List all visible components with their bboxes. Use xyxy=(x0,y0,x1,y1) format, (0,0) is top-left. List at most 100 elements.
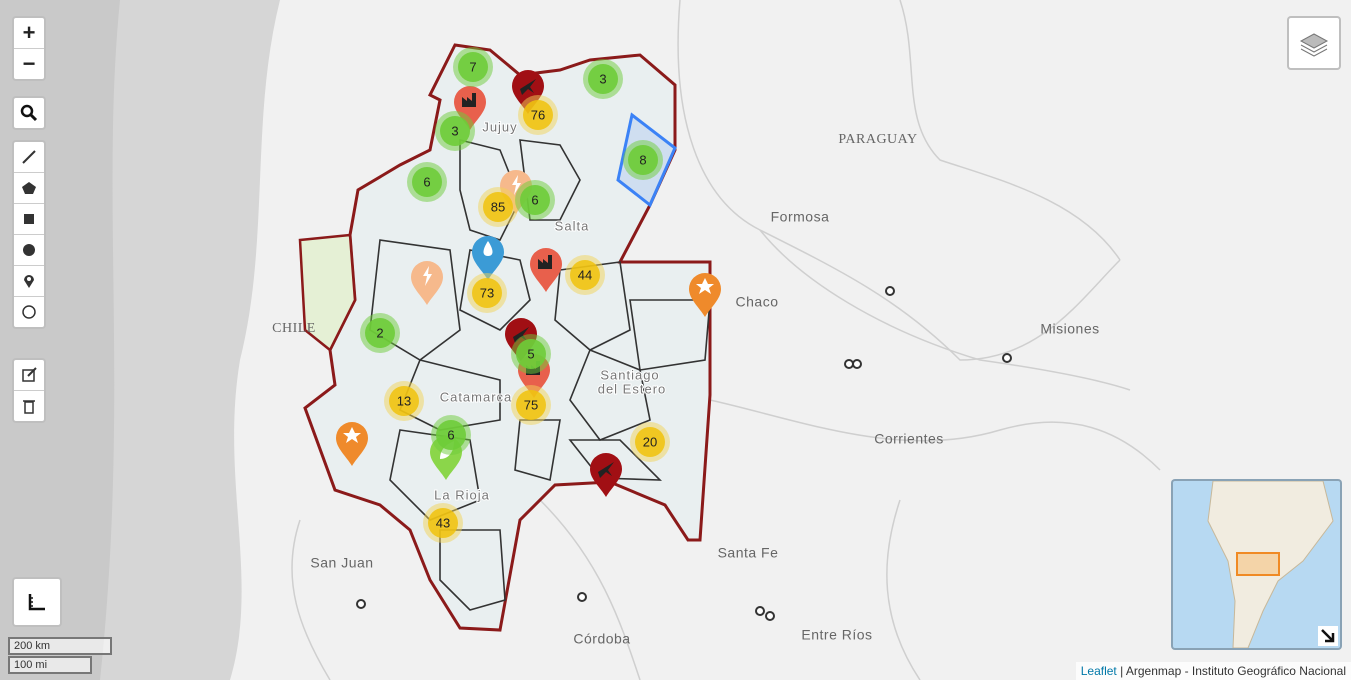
marker-pin xyxy=(472,236,504,280)
cluster-core xyxy=(516,339,546,369)
draw-circle[interactable] xyxy=(14,235,44,266)
place-label: Formosa xyxy=(771,209,830,225)
marker-pin xyxy=(512,70,544,114)
boundaries xyxy=(291,0,1161,680)
marker-cluster[interactable]: 6 xyxy=(515,180,555,220)
place-label: Chaco xyxy=(736,294,779,310)
zoom-in-button[interactable]: + xyxy=(14,18,44,49)
cluster-core xyxy=(570,260,600,290)
search-button[interactable] xyxy=(14,98,44,128)
cluster-count: 75 xyxy=(524,397,538,412)
cluster-core xyxy=(389,386,419,416)
cluster-count: 20 xyxy=(643,434,657,449)
departments xyxy=(369,138,711,611)
cluster-core xyxy=(588,64,618,94)
layers-button[interactable] xyxy=(1287,16,1341,70)
edit-layers[interactable] xyxy=(14,360,44,391)
cluster-core xyxy=(436,420,466,450)
marker-cluster[interactable]: 6 xyxy=(431,415,471,455)
cluster-count: 44 xyxy=(578,267,592,282)
marker-cluster[interactable]: 44 xyxy=(565,255,605,295)
place-label: La Rioja xyxy=(434,487,490,502)
draw-polyline[interactable] xyxy=(14,142,44,173)
scale-imperial: 100 mi xyxy=(8,656,92,674)
marker-cluster[interactable]: 3 xyxy=(583,59,623,99)
marker-cluster[interactable]: 73 xyxy=(467,273,507,313)
cluster-count: 73 xyxy=(480,285,494,300)
marker-icon xyxy=(343,427,361,443)
place-label: Santa Fe xyxy=(718,545,779,561)
place-label: Santiago xyxy=(600,367,659,382)
cluster-count: 6 xyxy=(531,192,538,207)
poi-marker[interactable] xyxy=(590,453,622,497)
poi-marker[interactable] xyxy=(512,70,544,114)
place-label: Corrientes xyxy=(874,431,944,447)
place-label: Entre Ríos xyxy=(801,627,872,643)
marker-cluster[interactable]: 2 xyxy=(360,313,400,353)
poi-marker[interactable] xyxy=(336,422,368,466)
marker-icon xyxy=(696,278,714,294)
place-label: CHILE xyxy=(272,321,316,336)
cluster-count: 13 xyxy=(397,393,411,408)
cluster-core xyxy=(412,167,442,197)
cluster-count: 2 xyxy=(376,325,383,340)
place-label: del Estero xyxy=(598,381,667,396)
measure-button[interactable] xyxy=(12,577,62,627)
minimap[interactable] xyxy=(1171,479,1342,650)
draw-circlemarker[interactable] xyxy=(14,297,44,327)
continent xyxy=(1207,481,1334,648)
zoom-out-button[interactable]: − xyxy=(22,51,36,76)
leaflet-link[interactable]: Leaflet xyxy=(1080,664,1117,678)
marker-cluster[interactable]: 85 xyxy=(478,187,518,227)
marker-cluster[interactable]: 6 xyxy=(407,162,447,202)
poi-marker[interactable] xyxy=(689,273,721,317)
cluster-core xyxy=(628,145,658,175)
cluster-core xyxy=(365,318,395,348)
zoom-control: + − xyxy=(12,16,46,81)
marker-cluster[interactable]: 20 xyxy=(630,422,670,462)
cluster-count: 43 xyxy=(436,515,450,530)
marker-cluster[interactable]: 7 xyxy=(453,47,493,87)
marker-icon xyxy=(538,255,552,269)
place-label: Catamarca xyxy=(440,389,513,404)
marker-icon xyxy=(483,241,493,256)
cluster-count: 3 xyxy=(599,71,606,86)
marker-cluster[interactable]: 43 xyxy=(423,503,463,543)
marker-icon xyxy=(423,266,432,286)
minimap-viewport xyxy=(1236,552,1280,576)
marker-cluster[interactable]: 13 xyxy=(384,381,424,421)
marker-cluster[interactable]: 75 xyxy=(511,385,551,425)
cluster-count: 85 xyxy=(491,199,505,214)
cluster-count: 76 xyxy=(531,107,545,122)
cluster-count: 6 xyxy=(423,174,430,189)
cluster-count: 3 xyxy=(451,123,458,138)
province xyxy=(298,233,357,352)
poi-marker[interactable] xyxy=(500,170,532,214)
attribution-text: | Argenmap - Instituto Geográfico Nacion… xyxy=(1120,664,1346,678)
draw-marker[interactable] xyxy=(14,266,44,297)
cluster-core xyxy=(520,185,550,215)
poi-marker[interactable] xyxy=(472,236,504,280)
draw-rectangle[interactable] xyxy=(14,204,44,235)
cluster-core xyxy=(440,116,470,146)
marker-cluster[interactable]: 3 xyxy=(435,111,475,151)
marker-icon xyxy=(520,79,536,95)
draw-polygon[interactable] xyxy=(14,173,44,204)
scale-metric: 200 km xyxy=(8,637,112,655)
delete-layers[interactable] xyxy=(14,391,44,421)
marker-cluster[interactable]: 76 xyxy=(518,95,558,135)
poi-marker[interactable] xyxy=(411,261,443,305)
poi-marker[interactable] xyxy=(530,248,562,292)
attribution: Leaflet | Argenmap - Instituto Geográfic… xyxy=(1075,662,1351,680)
place-label: San Juan xyxy=(310,555,373,571)
marker-icon xyxy=(512,175,521,195)
marker-pin xyxy=(500,170,532,214)
search-control xyxy=(12,96,46,130)
cluster-count: 8 xyxy=(639,152,646,167)
marker-cluster[interactable]: 5 xyxy=(511,334,551,374)
poi-marker[interactable] xyxy=(454,86,486,130)
marker-cluster[interactable]: 8 xyxy=(623,140,663,180)
cluster-core xyxy=(523,100,553,130)
